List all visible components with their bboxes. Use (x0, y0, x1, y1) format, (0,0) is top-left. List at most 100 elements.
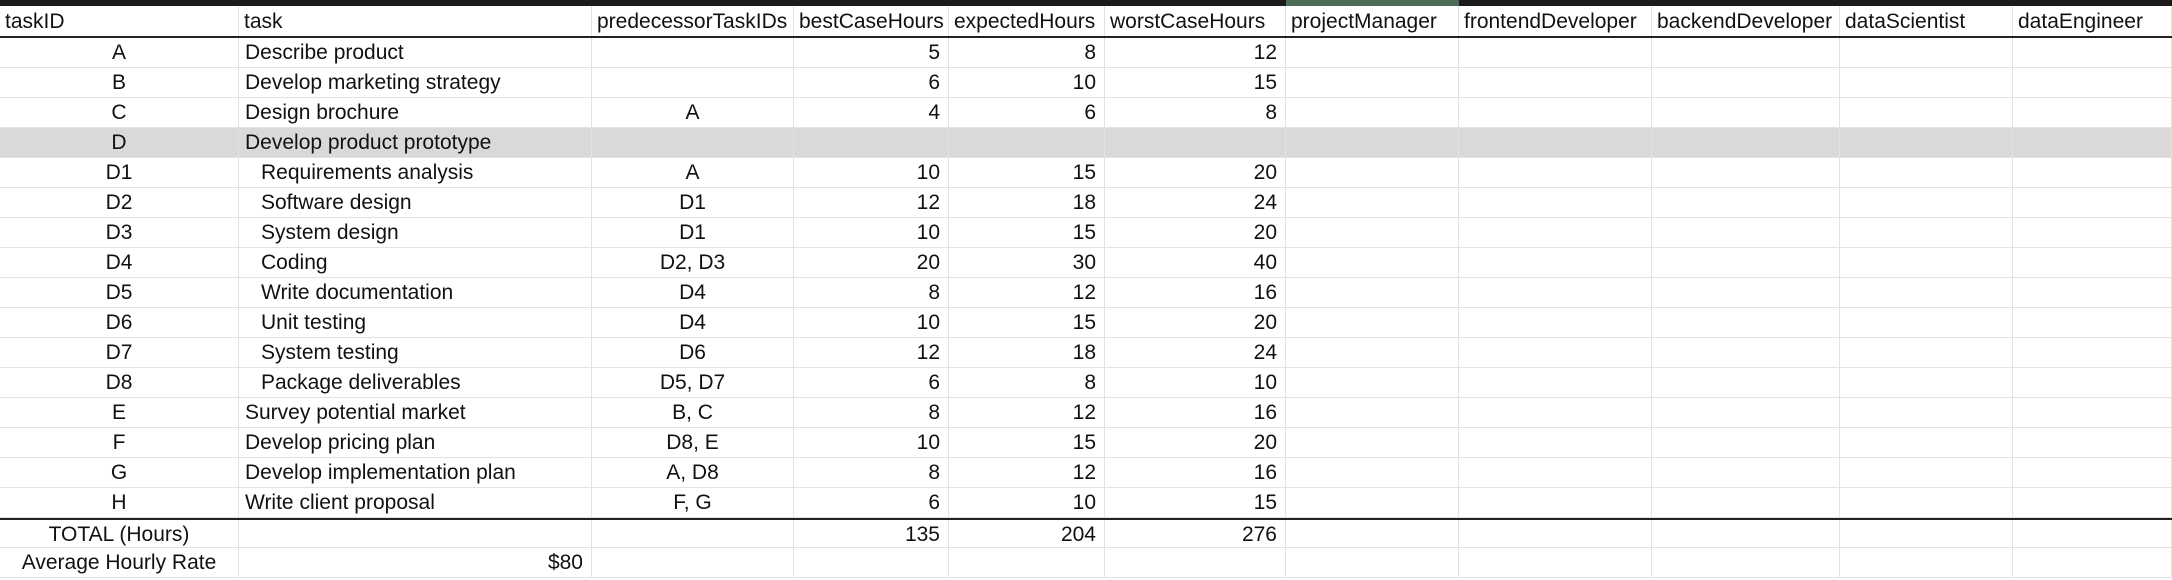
role-hours-cell[interactable] (1652, 218, 1840, 247)
task-name-cell[interactable]: Write client proposal (239, 488, 592, 517)
header-cell-backend-developer[interactable]: backendDeveloper (1652, 6, 1840, 36)
empty-cell[interactable] (949, 548, 1105, 577)
predecessor-cell[interactable]: D1 (592, 188, 794, 217)
role-hours-cell[interactable] (2013, 398, 2172, 427)
role-hours-cell[interactable] (1459, 398, 1652, 427)
empty-cell[interactable] (239, 520, 592, 547)
task-name-cell[interactable]: Develop pricing plan (239, 428, 592, 457)
role-hours-cell[interactable] (1840, 488, 2013, 517)
task-id-cell[interactable]: D8 (0, 368, 239, 397)
role-hours-cell[interactable] (1840, 158, 2013, 187)
task-name-cell[interactable]: Package deliverables (239, 368, 592, 397)
role-hours-cell[interactable] (1840, 38, 2013, 67)
task-id-cell[interactable]: D5 (0, 278, 239, 307)
role-hours-cell[interactable] (1652, 368, 1840, 397)
expected-cell[interactable]: 12 (949, 458, 1105, 487)
empty-cell[interactable] (592, 520, 794, 547)
worst-case-cell[interactable]: 20 (1105, 308, 1286, 337)
role-hours-cell[interactable] (1652, 158, 1840, 187)
task-id-cell[interactable]: D4 (0, 248, 239, 277)
expected-cell[interactable]: 8 (949, 38, 1105, 67)
task-id-cell[interactable]: D1 (0, 158, 239, 187)
role-hours-cell[interactable] (1286, 248, 1459, 277)
worst-case-cell[interactable]: 15 (1105, 68, 1286, 97)
role-hours-cell[interactable] (1286, 98, 1459, 127)
role-hours-cell[interactable] (1840, 248, 2013, 277)
empty-cell[interactable] (1840, 548, 2013, 577)
role-hours-cell[interactable] (1459, 68, 1652, 97)
role-hours-cell[interactable] (1459, 98, 1652, 127)
predecessor-cell[interactable] (592, 68, 794, 97)
expected-cell[interactable]: 6 (949, 98, 1105, 127)
predecessor-cell[interactable]: D6 (592, 338, 794, 367)
role-hours-cell[interactable] (1840, 398, 2013, 427)
best-case-cell[interactable]: 10 (794, 158, 949, 187)
predecessor-cell[interactable]: D4 (592, 278, 794, 307)
task-name-cell[interactable]: Develop marketing strategy (239, 68, 592, 97)
task-id-cell[interactable]: C (0, 98, 239, 127)
total-worst-cell[interactable]: 276 (1105, 520, 1286, 547)
role-hours-cell[interactable] (1652, 128, 1840, 157)
role-hours-cell[interactable] (1840, 68, 2013, 97)
role-hours-cell[interactable] (2013, 188, 2172, 217)
role-hours-cell[interactable] (2013, 308, 2172, 337)
predecessor-cell[interactable]: D1 (592, 218, 794, 247)
task-id-cell[interactable]: D6 (0, 308, 239, 337)
best-case-cell[interactable]: 10 (794, 308, 949, 337)
role-hours-cell[interactable] (1459, 428, 1652, 457)
role-hours-cell[interactable] (1286, 338, 1459, 367)
empty-cell[interactable] (1105, 548, 1286, 577)
header-cell-data-scientist[interactable]: dataScientist (1840, 6, 2013, 36)
task-id-cell[interactable]: D3 (0, 218, 239, 247)
role-hours-cell[interactable] (1286, 158, 1459, 187)
role-hours-cell[interactable] (1840, 428, 2013, 457)
predecessor-cell[interactable]: D5, D7 (592, 368, 794, 397)
worst-case-cell[interactable]: 15 (1105, 488, 1286, 517)
role-hours-cell[interactable] (1286, 308, 1459, 337)
worst-case-cell[interactable]: 10 (1105, 368, 1286, 397)
role-hours-cell[interactable] (2013, 38, 2172, 67)
header-cell-taskid[interactable]: taskID (0, 6, 239, 36)
expected-cell[interactable]: 12 (949, 398, 1105, 427)
worst-case-cell[interactable]: 20 (1105, 158, 1286, 187)
role-hours-cell[interactable] (1286, 188, 1459, 217)
expected-cell[interactable]: 15 (949, 218, 1105, 247)
worst-case-cell[interactable]: 12 (1105, 38, 1286, 67)
empty-cell[interactable] (1459, 520, 1652, 547)
task-id-cell[interactable]: D7 (0, 338, 239, 367)
best-case-cell[interactable]: 6 (794, 368, 949, 397)
role-hours-cell[interactable] (1459, 128, 1652, 157)
task-id-cell[interactable]: D2 (0, 188, 239, 217)
expected-cell[interactable]: 10 (949, 68, 1105, 97)
header-cell-data-engineer[interactable]: dataEngineer (2013, 6, 2172, 36)
task-id-cell[interactable]: A (0, 38, 239, 67)
worst-case-cell[interactable]: 16 (1105, 278, 1286, 307)
empty-cell[interactable] (1286, 548, 1459, 577)
worst-case-cell[interactable] (1105, 128, 1286, 157)
role-hours-cell[interactable] (1652, 38, 1840, 67)
hourly-rate-value-cell[interactable]: $80 (239, 548, 592, 577)
expected-cell[interactable]: 15 (949, 158, 1105, 187)
role-hours-cell[interactable] (1459, 338, 1652, 367)
role-hours-cell[interactable] (1459, 218, 1652, 247)
role-hours-cell[interactable] (1459, 38, 1652, 67)
best-case-cell[interactable]: 12 (794, 188, 949, 217)
role-hours-cell[interactable] (1840, 218, 2013, 247)
task-name-cell[interactable]: Describe product (239, 38, 592, 67)
role-hours-cell[interactable] (1459, 488, 1652, 517)
empty-cell[interactable] (1286, 520, 1459, 547)
task-id-cell[interactable]: F (0, 428, 239, 457)
role-hours-cell[interactable] (2013, 98, 2172, 127)
role-hours-cell[interactable] (2013, 128, 2172, 157)
worst-case-cell[interactable]: 24 (1105, 338, 1286, 367)
header-cell-project-manager[interactable]: projectManager (1286, 6, 1459, 36)
hourly-rate-label-cell[interactable]: Average Hourly Rate (0, 548, 239, 577)
role-hours-cell[interactable] (1840, 98, 2013, 127)
role-hours-cell[interactable] (1652, 278, 1840, 307)
role-hours-cell[interactable] (1652, 308, 1840, 337)
role-hours-cell[interactable] (1652, 248, 1840, 277)
header-cell-task[interactable]: task (239, 6, 592, 36)
task-name-cell[interactable]: Coding (239, 248, 592, 277)
role-hours-cell[interactable] (1840, 188, 2013, 217)
role-hours-cell[interactable] (1286, 68, 1459, 97)
